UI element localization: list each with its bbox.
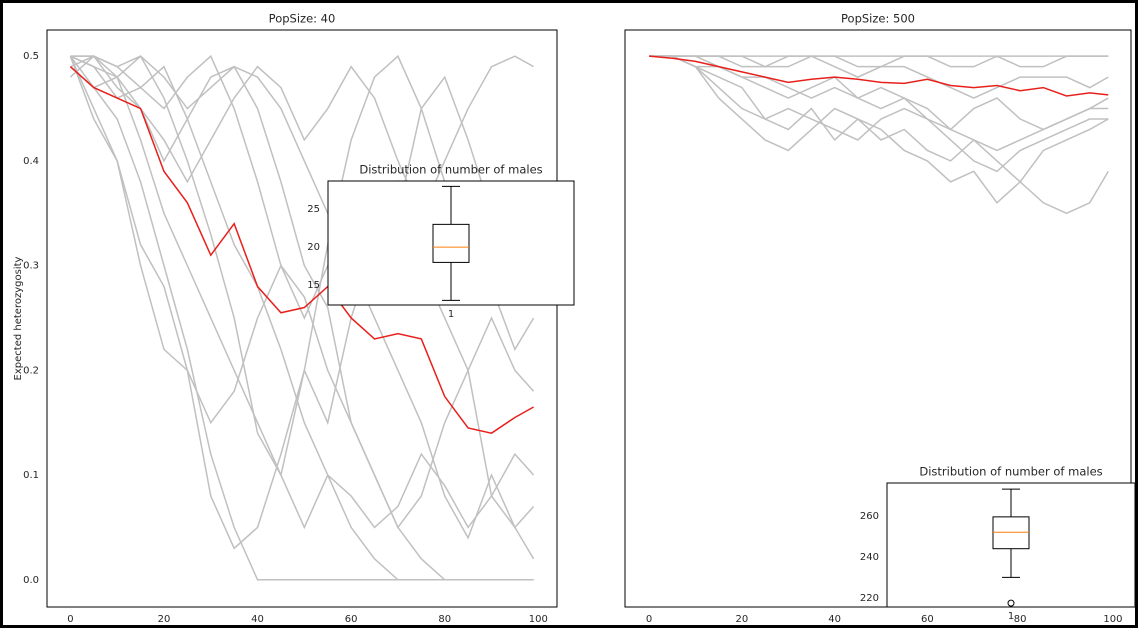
series-line	[69, 55, 535, 560]
x-tick-label: 20	[158, 614, 171, 625]
series-line	[649, 55, 1109, 99]
series-line	[70, 54, 535, 320]
y-tick-label: 240	[860, 552, 879, 563]
series-line	[649, 55, 1109, 215]
y-tick-label: 25	[307, 204, 320, 215]
x-tick-label: 0	[67, 614, 73, 625]
series-line	[649, 55, 1109, 183]
x-tick-label: 100	[1103, 614, 1122, 625]
axes-frame	[46, 29, 558, 608]
subplot: Distribution of number of males 220 240 260…	[860, 465, 1136, 622]
box	[432, 223, 470, 263]
y-tick-label: 260	[860, 511, 879, 522]
y-tick-label: 220	[860, 593, 879, 604]
y-tick-label: 0.5	[23, 51, 39, 62]
x-tick-label: 100	[529, 614, 548, 625]
y-tick-label: 0.1	[23, 470, 39, 481]
subplot-title: PopSize: 500	[841, 12, 915, 26]
y-tick-label: 0.3	[23, 261, 39, 272]
y-tick-label: 0.4	[23, 156, 39, 167]
y-tick-label: 20	[307, 242, 320, 253]
y-tick-label: 15	[307, 280, 320, 291]
subplot-title: Distribution of number of males	[919, 465, 1102, 479]
subplot: Distribution of number of males 15 20 25 1	[307, 163, 575, 320]
subplot-title: PopSize: 40	[269, 12, 336, 26]
x-tick-label: 80	[1014, 614, 1027, 625]
x-tick-label: 40	[828, 614, 841, 625]
y-tick-label: 0.2	[23, 365, 39, 376]
box	[992, 516, 1030, 550]
series-line	[649, 55, 1109, 152]
lines	[649, 55, 1109, 215]
x-tick-label: 1	[448, 309, 454, 320]
series-line	[69, 55, 534, 581]
series-line	[649, 55, 1109, 97]
series-line	[69, 55, 535, 529]
series-line	[70, 55, 534, 216]
x-tick-label: 60	[921, 614, 934, 625]
x-tick-label: 60	[345, 614, 358, 625]
x-tick-label: 80	[438, 614, 451, 625]
x-tick-label: 40	[251, 614, 264, 625]
flier	[1007, 599, 1015, 607]
y-axis-label: Expected heterozygosity	[13, 256, 24, 380]
subplot-title: Distribution of number of males	[359, 163, 542, 177]
subplot: PopSize: 40 0.0 0.1 0.2 0.3 0.4 0.5 0 20 40 60 80 10…	[13, 12, 558, 625]
series-line	[69, 66, 534, 434]
x-tick-label: 1	[1008, 611, 1014, 622]
series-line	[70, 55, 535, 529]
series-line	[649, 55, 1109, 131]
x-tick-label: 20	[736, 614, 749, 625]
y-tick-label: 0.0	[23, 575, 39, 586]
x-tick-label: 0	[646, 614, 652, 625]
series-line	[70, 55, 535, 540]
